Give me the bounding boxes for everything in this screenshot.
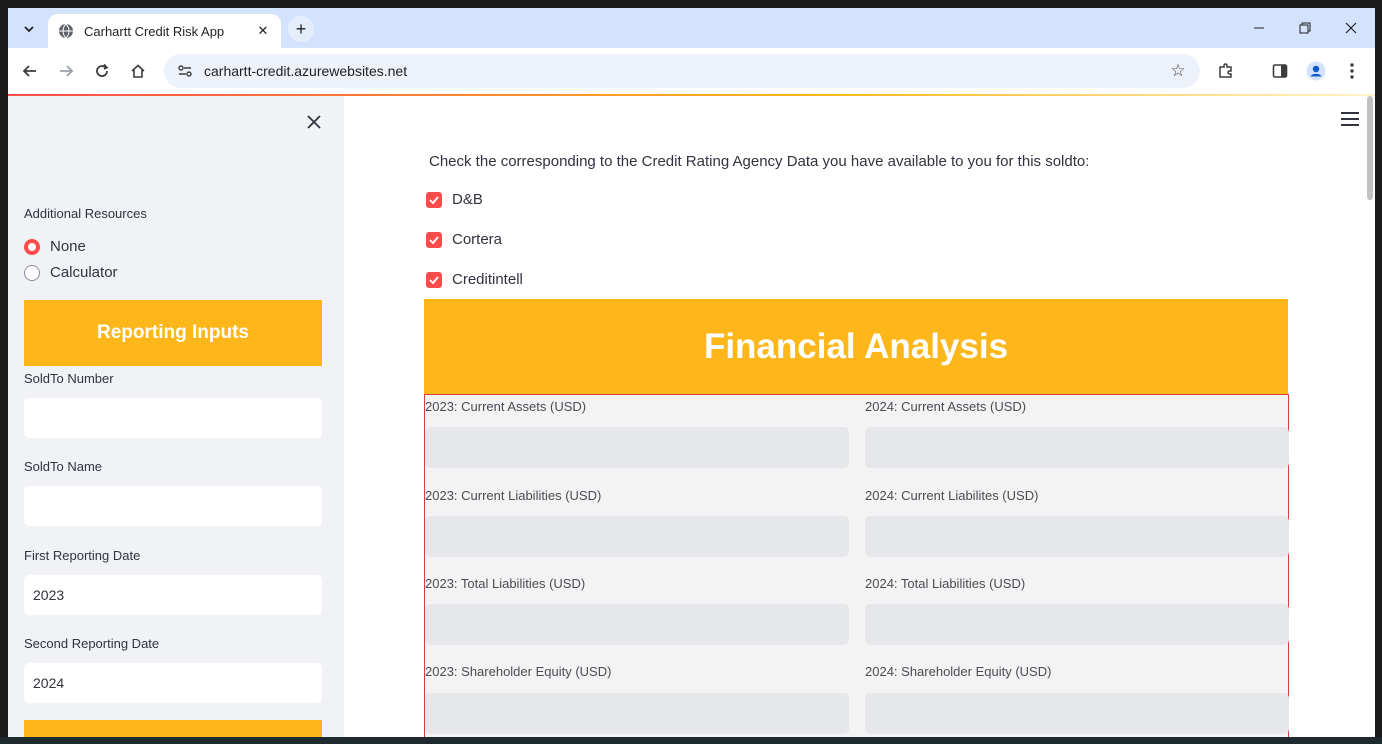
forward-arrow-icon[interactable] xyxy=(52,57,80,85)
second-reporting-date-label: Second Reporting Date xyxy=(24,636,160,651)
window-close-icon[interactable] xyxy=(1328,8,1374,48)
browser-window: Carhartt Credit Risk App ✕ + xyxy=(8,8,1375,737)
checkbox-label-creditintell: Creditintell xyxy=(452,271,523,288)
tab-search-chevron-down-icon[interactable] xyxy=(16,16,42,42)
tab-title: Carhartt Credit Risk App xyxy=(84,23,225,39)
site-settings-icon[interactable] xyxy=(168,63,202,79)
checkbox-checked-icon[interactable] xyxy=(426,191,442,208)
soldto-number-input[interactable] xyxy=(24,398,322,438)
app-header-decoration xyxy=(8,94,1375,96)
financial-analysis-header: Financial Analysis xyxy=(424,299,1288,395)
field-label: 2023: Total Liabilities (USD) xyxy=(425,576,586,591)
sidebar: Additional Resources None Calculator Rep… xyxy=(8,96,344,737)
field-label: 2024: Current Assets (USD) xyxy=(865,399,1027,414)
radio-unselected-icon[interactable] xyxy=(24,264,40,281)
back-arrow-icon[interactable] xyxy=(16,57,44,85)
checkbox-label-dnb: D&B xyxy=(452,191,483,208)
first-reporting-date-label: First Reporting Date xyxy=(24,548,141,563)
radio-label-calculator: Calculator xyxy=(50,264,118,281)
url-text: carhartt-credit.azurewebsites.net xyxy=(204,63,408,79)
checkbox-checked-icon[interactable] xyxy=(426,271,442,288)
field-label: 2024: Current Liabilites (USD) xyxy=(865,488,1039,503)
first-reporting-date-input[interactable]: 2023 xyxy=(24,575,322,615)
reload-icon[interactable] xyxy=(88,57,116,85)
new-tab-plus-icon[interactable]: + xyxy=(288,16,314,42)
home-icon[interactable] xyxy=(124,57,152,85)
os-taskbar xyxy=(0,737,1382,744)
minimize-icon[interactable] xyxy=(1236,8,1282,48)
checkbox-cortera[interactable]: Cortera xyxy=(426,231,502,248)
browser-toolbar: carhartt-credit.azurewebsites.net ☆ xyxy=(8,48,1375,94)
shareholder-equity-2024-input[interactable] xyxy=(865,693,1289,734)
checkbox-checked-icon[interactable] xyxy=(426,231,442,248)
radio-label-none: None xyxy=(50,238,86,255)
kebab-menu-icon[interactable] xyxy=(1338,57,1366,85)
current-liabilities-2024-input[interactable] xyxy=(865,516,1289,557)
second-reporting-date-input[interactable]: 2024 xyxy=(24,663,322,703)
checkbox-dnb[interactable]: D&B xyxy=(426,191,483,208)
hamburger-menu-icon[interactable] xyxy=(1341,112,1359,126)
radio-selected-icon[interactable] xyxy=(24,238,40,255)
side-panel-icon[interactable] xyxy=(1266,57,1294,85)
sidebar-close-icon[interactable] xyxy=(304,112,324,132)
total-liabilities-2024-input[interactable] xyxy=(865,604,1289,645)
field-label: 2024: Total Liabilities (USD) xyxy=(865,576,1026,591)
total-liabilities-2023-input[interactable] xyxy=(425,604,849,645)
radio-option-none[interactable]: None xyxy=(24,238,86,255)
field-label: 2023: Current Liabilities (USD) xyxy=(425,488,602,503)
agency-instruction-text: Check the corresponding to the Credit Ra… xyxy=(429,153,1090,170)
checkbox-label-cortera: Cortera xyxy=(452,231,503,248)
current-assets-2023-input[interactable] xyxy=(425,427,849,468)
field-label: 2024: Shareholder Equity (USD) xyxy=(865,664,1052,679)
additional-resources-label: Additional Resources xyxy=(24,206,147,221)
profile-avatar-icon[interactable] xyxy=(1302,57,1330,85)
current-assets-2024-input[interactable] xyxy=(865,427,1289,468)
financial-analysis-form: 2023: Current Assets (USD) 2024: Current… xyxy=(424,394,1289,737)
globe-icon xyxy=(58,23,74,39)
tab-close-icon[interactable]: ✕ xyxy=(257,23,269,38)
soldto-name-label: SoldTo Name xyxy=(24,459,103,474)
radio-option-calculator[interactable]: Calculator xyxy=(24,264,118,281)
extensions-puzzle-icon[interactable] xyxy=(1212,57,1240,85)
soldto-name-input[interactable] xyxy=(24,486,322,526)
sidebar-submit-button[interactable] xyxy=(24,720,322,737)
browser-tab[interactable]: Carhartt Credit Risk App ✕ xyxy=(48,14,281,48)
address-bar[interactable]: carhartt-credit.azurewebsites.net ☆ xyxy=(164,54,1200,88)
checkbox-creditintell[interactable]: Creditintell xyxy=(426,271,523,288)
scrollbar-thumb[interactable] xyxy=(1367,96,1373,200)
field-label: 2023: Shareholder Equity (USD) xyxy=(425,664,612,679)
page-scrollbar[interactable] xyxy=(1365,96,1375,737)
bookmark-star-icon[interactable]: ☆ xyxy=(1170,61,1186,80)
shareholder-equity-2023-input[interactable] xyxy=(425,693,849,734)
restore-icon[interactable] xyxy=(1282,8,1328,48)
reporting-inputs-header: Reporting Inputs xyxy=(24,300,322,366)
field-label: 2023: Current Assets (USD) xyxy=(425,399,587,414)
main-content: Check the corresponding to the Credit Ra… xyxy=(344,96,1375,737)
soldto-number-label: SoldTo Number xyxy=(24,371,114,386)
current-liabilities-2023-input[interactable] xyxy=(425,516,849,557)
tab-strip: Carhartt Credit Risk App ✕ + xyxy=(8,8,1375,48)
